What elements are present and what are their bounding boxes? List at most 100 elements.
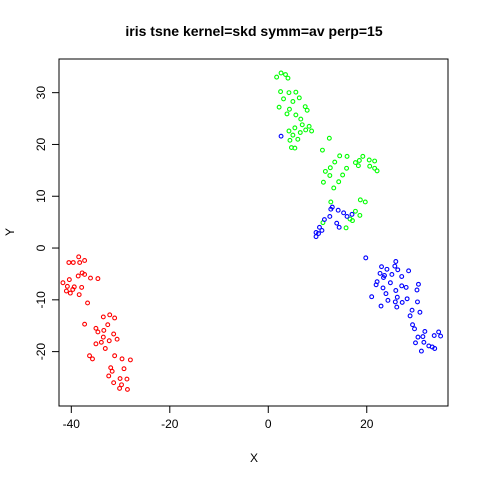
data-point	[77, 260, 83, 265]
data-point	[290, 99, 296, 104]
data-point	[95, 329, 101, 335]
data-point	[436, 329, 442, 335]
data-point	[366, 157, 372, 163]
data-point	[321, 217, 327, 223]
data-point	[393, 259, 399, 264]
data-point	[414, 287, 420, 293]
data-point	[407, 313, 413, 319]
data-point	[373, 282, 379, 288]
data-point	[299, 122, 305, 128]
y-tick-label: -20	[34, 343, 48, 361]
data-point	[394, 294, 400, 300]
data-point	[293, 89, 299, 95]
data-point	[119, 356, 125, 362]
data-point	[295, 136, 301, 142]
data-point	[340, 172, 346, 178]
data-point	[336, 179, 342, 185]
data-point	[274, 74, 280, 80]
data-point	[66, 277, 72, 283]
y-tick-label: 20	[34, 137, 48, 151]
data-point	[357, 197, 363, 203]
data-point	[399, 274, 405, 279]
data-point	[431, 333, 437, 339]
data-point	[392, 263, 398, 269]
y-tick-label: 30	[34, 86, 48, 100]
y-axis-label: Y	[3, 228, 17, 236]
data-point	[127, 357, 133, 363]
data-point	[326, 135, 332, 141]
data-point	[286, 90, 292, 96]
data-point	[417, 309, 423, 315]
data-point	[416, 281, 421, 287]
data-point	[415, 299, 420, 305]
data-point	[82, 321, 88, 327]
data-point	[101, 327, 107, 333]
data-point	[75, 273, 81, 279]
data-point	[290, 132, 296, 138]
data-point	[421, 339, 427, 345]
data-point	[385, 297, 391, 303]
data-point	[93, 325, 99, 331]
data-point	[112, 353, 118, 359]
data-point	[349, 211, 355, 217]
data-point	[67, 290, 73, 296]
data-point	[344, 153, 350, 159]
data-point	[106, 338, 112, 344]
data-point	[336, 224, 342, 230]
data-point	[66, 260, 72, 265]
data-point	[292, 125, 298, 131]
data-point	[304, 107, 310, 113]
y-tick-label: 10	[34, 189, 48, 203]
data-point	[100, 334, 106, 340]
data-point	[328, 199, 334, 205]
data-point	[303, 127, 309, 133]
data-point	[112, 315, 118, 321]
data-point	[90, 356, 95, 362]
data-point	[111, 331, 117, 337]
data-point	[331, 185, 337, 191]
data-point	[322, 168, 328, 174]
data-point	[372, 158, 378, 164]
data-point	[70, 260, 76, 265]
data-point	[381, 275, 386, 281]
data-point	[415, 334, 421, 340]
data-point	[105, 322, 111, 328]
data-point	[286, 128, 292, 134]
data-point	[117, 376, 123, 381]
x-tick-label: 0	[265, 417, 272, 431]
data-point	[383, 291, 389, 297]
data-point	[384, 266, 390, 272]
data-point	[409, 307, 415, 313]
data-point	[79, 284, 85, 290]
data-point	[85, 300, 91, 306]
y-tick-label: -10	[34, 291, 48, 309]
data-point	[98, 339, 104, 345]
data-point	[377, 270, 383, 276]
data-point	[276, 104, 282, 110]
data-point	[278, 89, 284, 95]
data-point	[350, 218, 355, 224]
data-point	[319, 227, 325, 233]
data-point	[380, 285, 386, 291]
data-point	[278, 133, 284, 139]
data-point	[64, 283, 70, 289]
data-point	[360, 153, 366, 159]
series-1	[60, 254, 133, 392]
data-point	[117, 385, 123, 391]
data-point	[93, 341, 99, 347]
y-axis: -20 -10 0 10 20 30	[34, 86, 60, 361]
data-point	[389, 272, 395, 277]
data-point	[395, 267, 401, 273]
data-point	[406, 268, 412, 274]
data-point	[320, 179, 326, 185]
data-point	[283, 72, 288, 77]
y-tick-label: 0	[34, 244, 48, 251]
chart-title: iris tsne kernel=skd symm=av perp=15	[125, 23, 382, 39]
data-point	[327, 213, 333, 219]
data-point	[362, 199, 368, 205]
data-point	[124, 386, 130, 392]
data-point	[337, 153, 343, 159]
data-point	[352, 208, 358, 214]
data-point	[293, 112, 299, 118]
